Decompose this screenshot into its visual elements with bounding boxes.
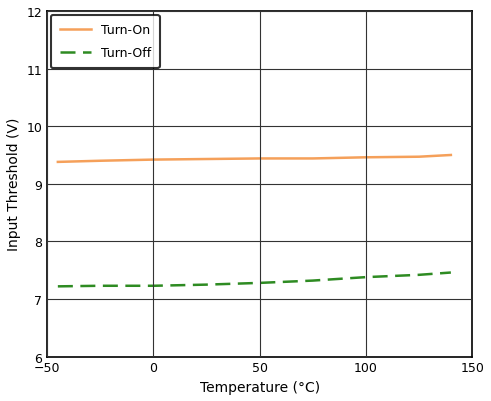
Turn-Off [97, 284, 103, 288]
Turn-Off [416, 273, 422, 277]
Turn-On [257, 157, 263, 162]
Line: Turn-Off: Turn-Off [58, 273, 451, 287]
Turn-On [310, 157, 316, 162]
Turn-Off [151, 284, 157, 288]
Turn-On [97, 159, 103, 164]
Legend: Turn-On, Turn-Off: Turn-On, Turn-Off [51, 16, 160, 69]
Turn-Off [363, 275, 369, 280]
Turn-On [151, 158, 157, 162]
X-axis label: Temperature (°C): Temperature (°C) [200, 380, 320, 394]
Turn-Off [257, 281, 263, 286]
Turn-On [55, 160, 61, 165]
Y-axis label: Input Threshold (V): Input Threshold (V) [7, 118, 21, 251]
Line: Turn-On: Turn-On [58, 156, 451, 162]
Turn-On [448, 153, 454, 158]
Turn-On [204, 157, 210, 162]
Turn-On [363, 156, 369, 160]
Turn-Off [448, 270, 454, 275]
Turn-Off [310, 278, 316, 283]
Turn-On [416, 155, 422, 160]
Turn-Off [204, 282, 210, 287]
Turn-Off [55, 284, 61, 289]
